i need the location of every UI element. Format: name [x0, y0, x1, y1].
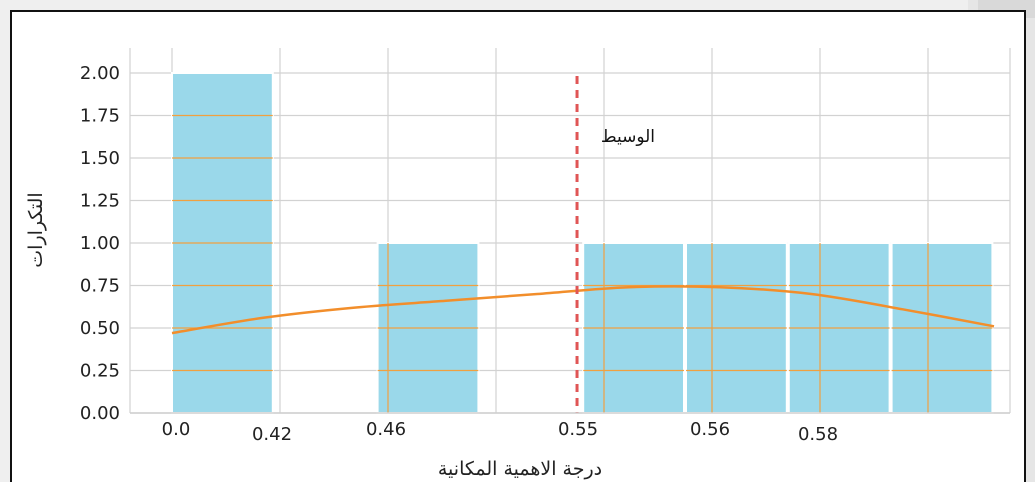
- kde-line: [171, 285, 995, 335]
- x-tick-label: 0.0: [162, 419, 191, 440]
- median-label: الوسيط: [601, 127, 655, 147]
- y-axis-label: التكرارات: [25, 192, 47, 267]
- x-tick-label: 0.56: [690, 419, 730, 440]
- y-tick-label: 1.75: [80, 106, 120, 127]
- y-tick-label: 2.00: [80, 63, 120, 84]
- x-tick-label: 0.55: [558, 419, 598, 440]
- grid-lines-over-bars: [172, 114, 993, 413]
- x-tick-label: 0.58: [798, 424, 838, 445]
- y-tick-label: 1.25: [80, 191, 120, 212]
- y-tick-label: 0.00: [80, 403, 120, 424]
- y-tick-label: 1.50: [80, 148, 120, 169]
- y-tick-labels: 0.00 0.25 0.50 0.75 1.00 1.25 1.50 1.75 2.00: [80, 63, 120, 424]
- y-tick-label: 0.50: [80, 318, 120, 339]
- y-tick-label: 0.75: [80, 276, 120, 297]
- x-tick-label: 0.42: [252, 424, 292, 445]
- x-tick-labels: 0.0 0.42 0.46 0.55 0.56 0.58: [162, 419, 838, 445]
- y-tick-label: 0.25: [80, 361, 120, 382]
- y-tick-label: 1.00: [80, 233, 120, 254]
- x-tick-label: 0.46: [366, 419, 406, 440]
- x-axis-label: درجة الاهمية المكانية: [438, 458, 602, 480]
